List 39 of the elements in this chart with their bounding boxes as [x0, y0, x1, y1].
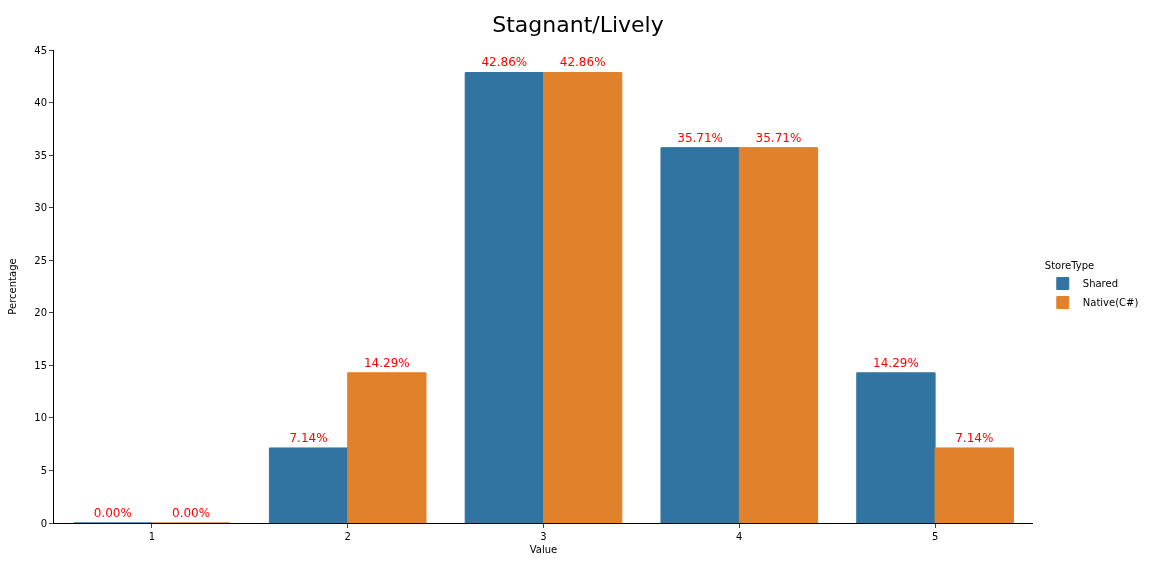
bar	[268, 447, 349, 523]
y-axis-title: Percentage	[7, 258, 19, 315]
bar	[543, 71, 623, 523]
y-tick-label: 5	[40, 464, 47, 476]
data-label: 7.14%	[955, 430, 994, 445]
y-tick-label: 40	[34, 97, 47, 109]
y-tick-label: 45	[34, 44, 47, 56]
y-tick-label: 25	[34, 254, 47, 266]
x-axis-title: Value	[529, 543, 558, 555]
x-tick-label: 3	[540, 531, 547, 542]
x-tick-label: 5	[931, 531, 939, 542]
data-label: 42.86%	[481, 55, 528, 70]
legend-label: Shared	[1082, 278, 1119, 290]
data-label: 14.29%	[873, 355, 919, 370]
y-tick-label: 30	[34, 202, 47, 214]
x-tick-label: 2	[344, 531, 351, 542]
data-label: 0.00%	[172, 506, 211, 520]
bar	[738, 147, 819, 523]
x-tick-label: 1	[148, 531, 156, 542]
data-label: 0.00%	[93, 506, 132, 520]
legend-label: Native(C#)	[1082, 297, 1139, 309]
data-label: 35.71%	[755, 130, 802, 145]
bar	[856, 372, 936, 523]
y-tick-label: 10	[34, 412, 47, 424]
y-tick-label: 35	[34, 149, 47, 161]
bar	[934, 447, 1014, 523]
data-label: 14.29%	[363, 355, 410, 370]
data-label: 7.14%	[289, 430, 328, 445]
data-label: 42.86%	[559, 55, 606, 70]
y-tick-label: 20	[34, 307, 47, 319]
y-tick-label: 15	[34, 359, 47, 371]
bar	[660, 147, 740, 523]
bar	[464, 71, 544, 523]
bar	[347, 372, 427, 523]
x-tick-label: 4	[736, 531, 743, 542]
legend-title: StoreType	[1044, 260, 1095, 271]
data-label: 35.71%	[677, 130, 724, 145]
chart-title: Stagnant/Lively	[492, 12, 664, 38]
y-tick-label: 0	[40, 517, 47, 529]
